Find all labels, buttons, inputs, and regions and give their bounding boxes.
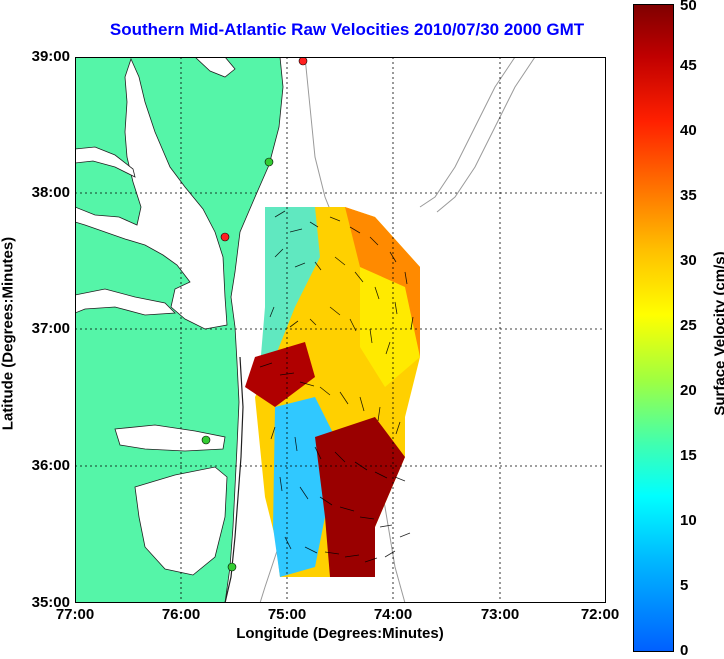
chart-title: Southern Mid-Atlantic Raw Velocities 201… [109,20,585,39]
outer-banks [224,356,244,603]
radar-station-marker [227,562,237,572]
lon-tick-label: 75:00 [267,606,307,623]
colorbar-tick: 40 [680,122,697,139]
colorbar-tick: 25 [680,317,697,334]
colorbar-tick: 10 [680,512,697,529]
map-plot-area [75,57,606,603]
colorbar-label: Surface Velocity (cm/s) [711,251,724,416]
colorbar-tick: 5 [680,577,689,594]
colorbar-tick: 45 [680,57,697,74]
pamlico-sound [134,466,228,576]
lat-tick-label: 36:00 [31,457,70,474]
radar-station-marker [220,232,230,242]
map-grid [75,57,606,603]
plot-frame [75,57,606,603]
lat-tick-label: 35:00 [31,594,70,611]
chesapeake-bay [75,57,228,330]
colorbar-tick: 50 [680,0,697,14]
colorbar-tick: 35 [680,187,697,204]
velocity-vectors [259,210,414,563]
lat-tick-label: 37:00 [31,320,70,337]
radar-station-marker [201,435,211,445]
lon-tick-label: 72:00 [580,606,620,623]
colorbar-tick: 30 [680,252,697,269]
colorbar [633,4,674,652]
x-axis-label: Longitude (Degrees:Minutes) [236,625,444,642]
y-axis-label: Latitude (Degrees:Minutes) [0,236,17,431]
lon-tick-label: 73:00 [480,606,520,623]
colorbar-tick: 0 [680,642,689,659]
velocity-field [245,207,420,577]
lon-tick-label: 74:00 [373,606,413,623]
radar-station-marker [264,157,274,167]
lon-tick-label: 77:00 [55,606,95,623]
potomac-river [75,146,136,178]
colorbar-tick: 15 [680,447,697,464]
james-river [75,288,176,316]
lat-tick-label: 39:00 [31,48,70,65]
radar-station-marker [298,57,308,66]
colorbar-tick: 20 [680,382,697,399]
lon-tick-label: 76:00 [161,606,201,623]
delaware-bay [194,57,236,78]
lat-tick-label: 38:00 [31,184,70,201]
albemarle-sound [114,424,226,452]
